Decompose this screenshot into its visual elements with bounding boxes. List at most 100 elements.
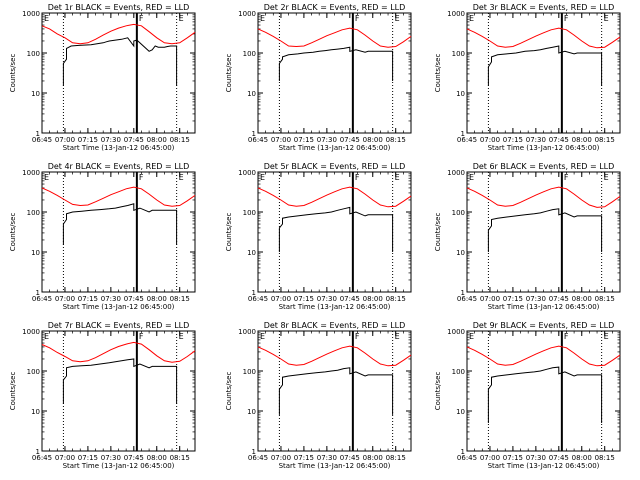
x-tick-label: 08:15 [595,454,615,462]
x-tick-label: 08:00 [572,295,592,303]
series-line-lld [257,345,412,367]
y-tick-label: 1 [461,289,465,297]
y-axis-label: Counts/sec [225,213,233,252]
x-tick-label: 08:00 [572,454,592,462]
panel-title: Det 3r BLACK = Events, RED = LLD [473,3,615,12]
x-tick-label: 07:30 [101,295,121,303]
x-tick-label: 08:15 [386,295,406,303]
x-tick-label: 08:00 [147,136,167,144]
panel-title: Det 2r BLACK = Events, RED = LLD [264,3,406,12]
x-tick-label: 08:00 [363,454,383,462]
x-tick-label: 07:00 [271,454,291,462]
y-tick-label: 1 [36,289,40,297]
y-tick-label: 1 [252,130,256,138]
x-tick-label: 06:45 [457,136,477,144]
series-line-lld [257,186,412,208]
y-tick-label: 1000 [22,169,40,177]
marker-label: E [44,14,49,23]
y-tick-label: 10 [31,90,40,98]
x-axis-label: Start Time (13-Jan-12 06:45:00) [279,144,391,152]
y-tick-label: 100 [27,368,40,376]
x-tick-label: 07:45 [340,454,360,462]
det-panel-4: Det 4r BLACK = Events, RED = LLD 1 10 100 10… [9,162,196,311]
series-line-events [278,46,394,81]
x-tick-label: 07:30 [526,454,546,462]
det-panel-5: Det 5r BLACK = Events, RED = LLD 1 10 100 10… [225,162,412,311]
marker-label: E [604,14,609,23]
y-tick-label: 100 [452,368,465,376]
y-axis-label: Counts/sec [9,213,17,252]
plot-frame [257,12,412,134]
x-axis-label: Start Time (13-Jan-12 06:45:00) [279,462,391,470]
y-tick-label: 100 [243,368,256,376]
x-tick-label: 07:30 [317,295,337,303]
plot-frame [466,330,621,452]
x-tick-label: 06:45 [248,136,268,144]
y-tick-label: 100 [27,209,40,217]
det-panel-7: Det 7r BLACK = Events, RED = LLD 1 10 100 10… [9,321,196,470]
series-line-events [487,208,603,252]
x-axis-label: Start Time (13-Jan-12 06:45:00) [488,144,600,152]
y-tick-label: 1000 [22,328,40,336]
det-panel-6: Det 6r BLACK = Events, RED = LLD 1 10 100 10… [434,162,621,311]
plot-frame [257,171,412,293]
panel-title: Det 6r BLACK = Events, RED = LLD [473,162,615,171]
det-panel-2: Det 2r BLACK = Events, RED = LLD 1 10 100 10… [225,3,412,152]
series-line-events [487,366,603,423]
y-tick-label: 1 [461,130,465,138]
marker-label: E [395,173,400,182]
y-axis-label: Counts/sec [434,372,442,411]
y-tick-label: 10 [31,249,40,257]
x-tick-label: 07:45 [124,295,144,303]
y-tick-label: 1 [36,130,40,138]
x-tick-label: 07:15 [294,136,314,144]
panel-title: Det 9r BLACK = Events, RED = LLD [473,321,615,330]
marker-label: E [179,14,184,23]
marker-label: E [604,173,609,182]
series-line-lld [466,345,621,367]
x-axis-label: Start Time (13-Jan-12 06:45:00) [63,144,175,152]
y-tick-label: 10 [247,408,256,416]
x-tick-label: 08:15 [386,454,406,462]
x-tick-label: 07:45 [340,136,360,144]
panel-title: Det 8r BLACK = Events, RED = LLD [264,321,406,330]
x-tick-label: 06:45 [457,454,477,462]
x-tick-label: 07:45 [549,295,569,303]
marker-label: F [139,173,144,182]
marker-label: F [564,14,569,23]
x-tick-label: 08:15 [595,136,615,144]
y-tick-label: 10 [456,249,465,257]
y-tick-label: 10 [31,408,40,416]
x-tick-label: 08:00 [147,454,167,462]
x-tick-label: 08:00 [147,295,167,303]
y-axis-label: Counts/sec [434,54,442,93]
x-tick-label: 07:30 [101,454,121,462]
series-line-events [487,45,603,86]
panel-title: Det 5r BLACK = Events, RED = LLD [264,162,406,171]
x-tick-label: 07:00 [55,454,75,462]
marker-label: E [260,14,265,23]
panel-title: Det 7r BLACK = Events, RED = LLD [48,321,190,330]
y-axis-label: Counts/sec [225,372,233,411]
marker-label: F [139,14,144,23]
x-tick-label: 07:15 [78,454,98,462]
x-tick-label: 07:15 [78,136,98,144]
x-tick-label: 07:15 [503,136,523,144]
x-tick-label: 08:15 [595,295,615,303]
y-tick-label: 1 [252,448,256,456]
x-tick-label: 08:00 [363,136,383,144]
series-line-events [62,358,178,404]
y-tick-label: 1000 [447,328,465,336]
x-tick-label: 07:00 [480,454,500,462]
y-tick-label: 1000 [238,10,256,18]
series-line-events [62,203,178,245]
marker-label: E [179,173,184,182]
marker-label: F [139,332,144,341]
x-tick-label: 08:15 [170,454,190,462]
marker-label: F [355,173,360,182]
x-tick-label: 08:00 [363,295,383,303]
x-tick-label: 07:45 [124,136,144,144]
y-axis-label: Counts/sec [9,54,17,93]
x-tick-label: 07:30 [526,136,546,144]
